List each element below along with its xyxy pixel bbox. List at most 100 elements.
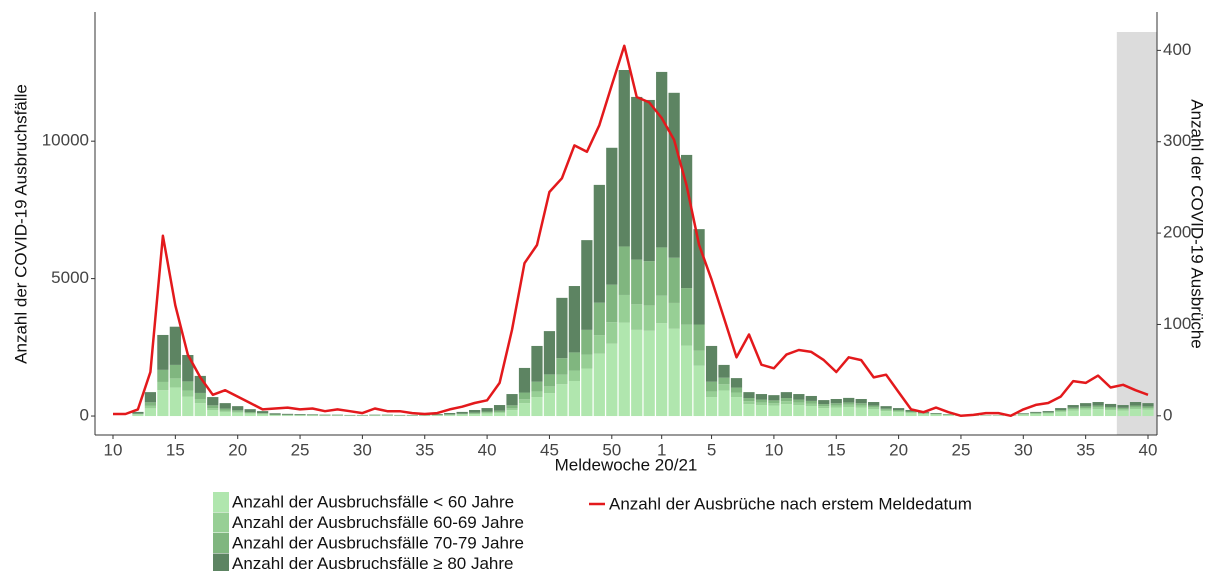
y-tick-label: 10000 bbox=[42, 131, 89, 150]
bar-segment bbox=[145, 406, 156, 408]
bar-segment bbox=[257, 411, 268, 413]
bar-segment bbox=[220, 409, 231, 411]
y2-tick-label: 300 bbox=[1163, 131, 1191, 150]
bar-segment bbox=[631, 97, 642, 260]
bar-segment bbox=[756, 402, 767, 405]
bar-segment bbox=[294, 414, 305, 415]
bar-segment bbox=[457, 415, 468, 416]
bar-segment bbox=[182, 390, 193, 396]
bar-segment bbox=[207, 408, 218, 410]
bar-segment bbox=[1080, 408, 1091, 410]
bar-segment bbox=[294, 415, 305, 416]
bar-segment bbox=[444, 413, 455, 414]
bar-segment bbox=[1055, 408, 1066, 410]
bar-segment bbox=[644, 305, 655, 330]
bar-segment bbox=[1055, 412, 1066, 416]
bar-segment bbox=[1117, 409, 1128, 410]
bar-segment bbox=[781, 398, 792, 401]
bar-segment bbox=[718, 365, 729, 378]
bar-segment bbox=[1117, 411, 1128, 416]
bar-segment bbox=[307, 415, 318, 416]
bar-segment bbox=[868, 407, 879, 409]
bar-segment bbox=[656, 72, 667, 247]
bar-segment bbox=[644, 261, 655, 305]
bar-segment bbox=[132, 412, 143, 414]
y-tick-label: 5000 bbox=[51, 268, 89, 287]
x-tick-label: 30 bbox=[353, 440, 372, 459]
bar-segment bbox=[145, 402, 156, 406]
y2-tick-label: 100 bbox=[1163, 314, 1191, 333]
bar-segment bbox=[195, 399, 206, 403]
bar-segment bbox=[369, 415, 380, 416]
bar-segment bbox=[556, 384, 567, 416]
bar-segment bbox=[743, 404, 754, 416]
bar-segment bbox=[157, 335, 168, 370]
bar-segment bbox=[1043, 414, 1054, 416]
bar-segment bbox=[232, 412, 243, 413]
bar-segment bbox=[1030, 414, 1041, 416]
bar-segment bbox=[269, 413, 280, 414]
bar-segment bbox=[145, 392, 156, 402]
bar-segment bbox=[893, 412, 904, 416]
bar-segment bbox=[469, 413, 480, 414]
bar-segment bbox=[1018, 413, 1029, 414]
bar-segment bbox=[718, 378, 729, 385]
bar-segment bbox=[457, 412, 468, 414]
bar-segment bbox=[1105, 410, 1116, 416]
bar-segment bbox=[818, 408, 829, 416]
bar-segment bbox=[232, 406, 243, 410]
bar-segment bbox=[469, 414, 480, 416]
bar-segment bbox=[856, 408, 867, 417]
bar-segment bbox=[269, 415, 280, 416]
bar-segment bbox=[656, 247, 667, 295]
bar-segment bbox=[1130, 407, 1141, 409]
bar-segment bbox=[693, 325, 704, 351]
bar-segment bbox=[481, 412, 492, 413]
legend-label: Anzahl der Ausbruchsfälle ≥ 80 Jahre bbox=[232, 554, 514, 571]
bar-segment bbox=[930, 413, 941, 414]
x-tick-label: 10 bbox=[104, 440, 123, 459]
bar-segment bbox=[631, 304, 642, 330]
bar-segment bbox=[731, 388, 742, 393]
legend-swatch bbox=[213, 492, 229, 512]
x-tick-label: 35 bbox=[1076, 440, 1095, 459]
x-tick-label: 15 bbox=[166, 440, 185, 459]
bar-segment bbox=[706, 346, 717, 382]
bar-segment bbox=[606, 344, 617, 416]
bar-segment bbox=[843, 398, 854, 403]
bar-segment bbox=[606, 148, 617, 285]
bar-segment bbox=[731, 378, 742, 387]
bar-segment bbox=[1030, 413, 1041, 414]
bar-segment bbox=[556, 298, 567, 358]
bar-segment bbox=[631, 330, 642, 416]
bar-segment bbox=[669, 93, 680, 258]
bar-segment bbox=[681, 288, 692, 325]
bar-segment bbox=[332, 415, 343, 416]
bar-segment bbox=[506, 408, 517, 410]
bar-segment bbox=[706, 397, 717, 416]
bar-segment bbox=[519, 393, 530, 400]
y-tick-label: 0 bbox=[80, 406, 89, 425]
bar-segment bbox=[706, 391, 717, 397]
bar-segment bbox=[1043, 413, 1054, 414]
bar-segment bbox=[531, 397, 542, 416]
bar-segment bbox=[469, 414, 480, 415]
bar-segment bbox=[257, 414, 268, 416]
bar-segment bbox=[519, 399, 530, 403]
bar-segment bbox=[781, 404, 792, 416]
bar-segment bbox=[619, 323, 630, 416]
bar-segment bbox=[544, 374, 555, 386]
bar-segment bbox=[157, 370, 168, 382]
bar-segment bbox=[756, 405, 767, 416]
bar-segment bbox=[1130, 402, 1141, 406]
bar-segment bbox=[432, 415, 443, 416]
bar-segment bbox=[918, 414, 929, 416]
bar-segment bbox=[569, 381, 580, 416]
bar-segment bbox=[1018, 415, 1029, 416]
bar-segment bbox=[743, 401, 754, 404]
bar-segment bbox=[1130, 406, 1141, 408]
bar-segment bbox=[232, 410, 243, 411]
bar-segment bbox=[881, 410, 892, 411]
bar-segment bbox=[1142, 408, 1153, 410]
bar-segment bbox=[905, 412, 916, 413]
